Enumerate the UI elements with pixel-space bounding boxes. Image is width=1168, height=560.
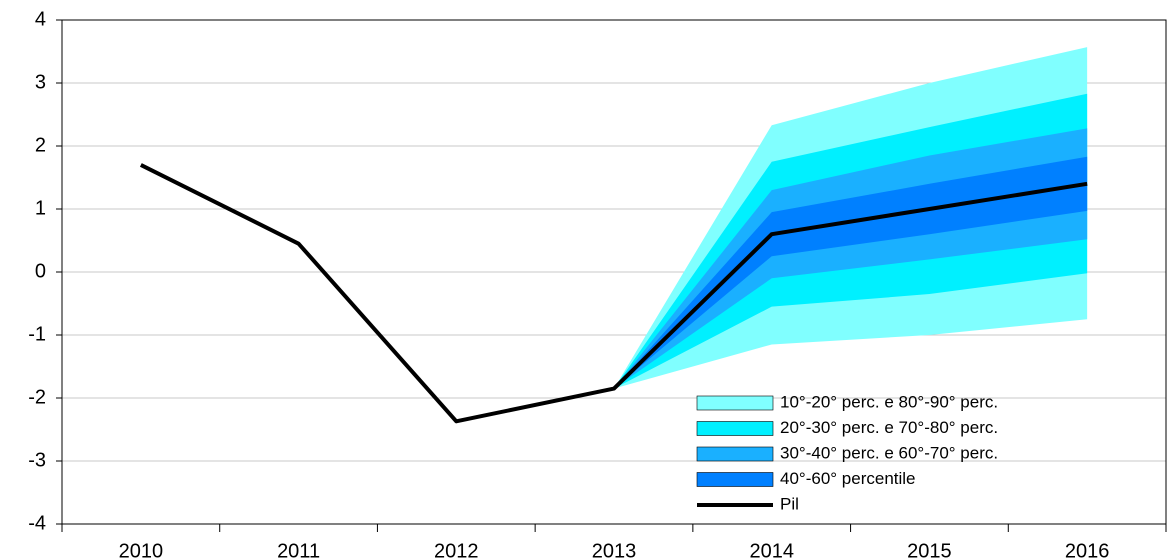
legend-swatch <box>696 421 774 436</box>
y-tick-label: -1 <box>28 323 46 345</box>
legend-label: 30°-40° perc. e 60°-70° perc. <box>780 443 998 462</box>
x-tick-label: 2011 <box>277 540 320 560</box>
plot-frame <box>61 19 1167 525</box>
y-tick-label: 4 <box>35 8 46 30</box>
y-tick-label: 0 <box>35 260 46 282</box>
y-tick-label: 2 <box>35 134 46 156</box>
legend-label: 20°-30° perc. e 70°-80° perc. <box>780 418 998 437</box>
x-tick-label: 2012 <box>434 540 479 560</box>
x-tick-label: 2013 <box>592 540 637 560</box>
legend-label: 40°-60° percentile <box>780 469 916 488</box>
legend-swatch <box>696 446 774 462</box>
legend-label: 10°-20° perc. e 80°-90° perc. <box>780 392 998 411</box>
legend-label: Pil <box>780 494 799 513</box>
x-tick-label: 2016 <box>1065 540 1110 560</box>
legend-swatch <box>696 472 774 487</box>
y-tick-label: 1 <box>35 197 46 219</box>
legend-swatch <box>696 395 774 411</box>
line <box>139 163 1088 424</box>
y-tick-label: 3 <box>35 71 46 93</box>
fan-band <box>614 156 1088 389</box>
y-tick-label: -2 <box>28 386 46 408</box>
y-tick-label: -4 <box>28 512 46 534</box>
x-tick-label: 2010 <box>119 540 164 560</box>
x-tick-label: 2014 <box>749 540 794 560</box>
y-tick-label: -3 <box>28 449 46 471</box>
x-tick-label: 2015 <box>907 540 952 560</box>
